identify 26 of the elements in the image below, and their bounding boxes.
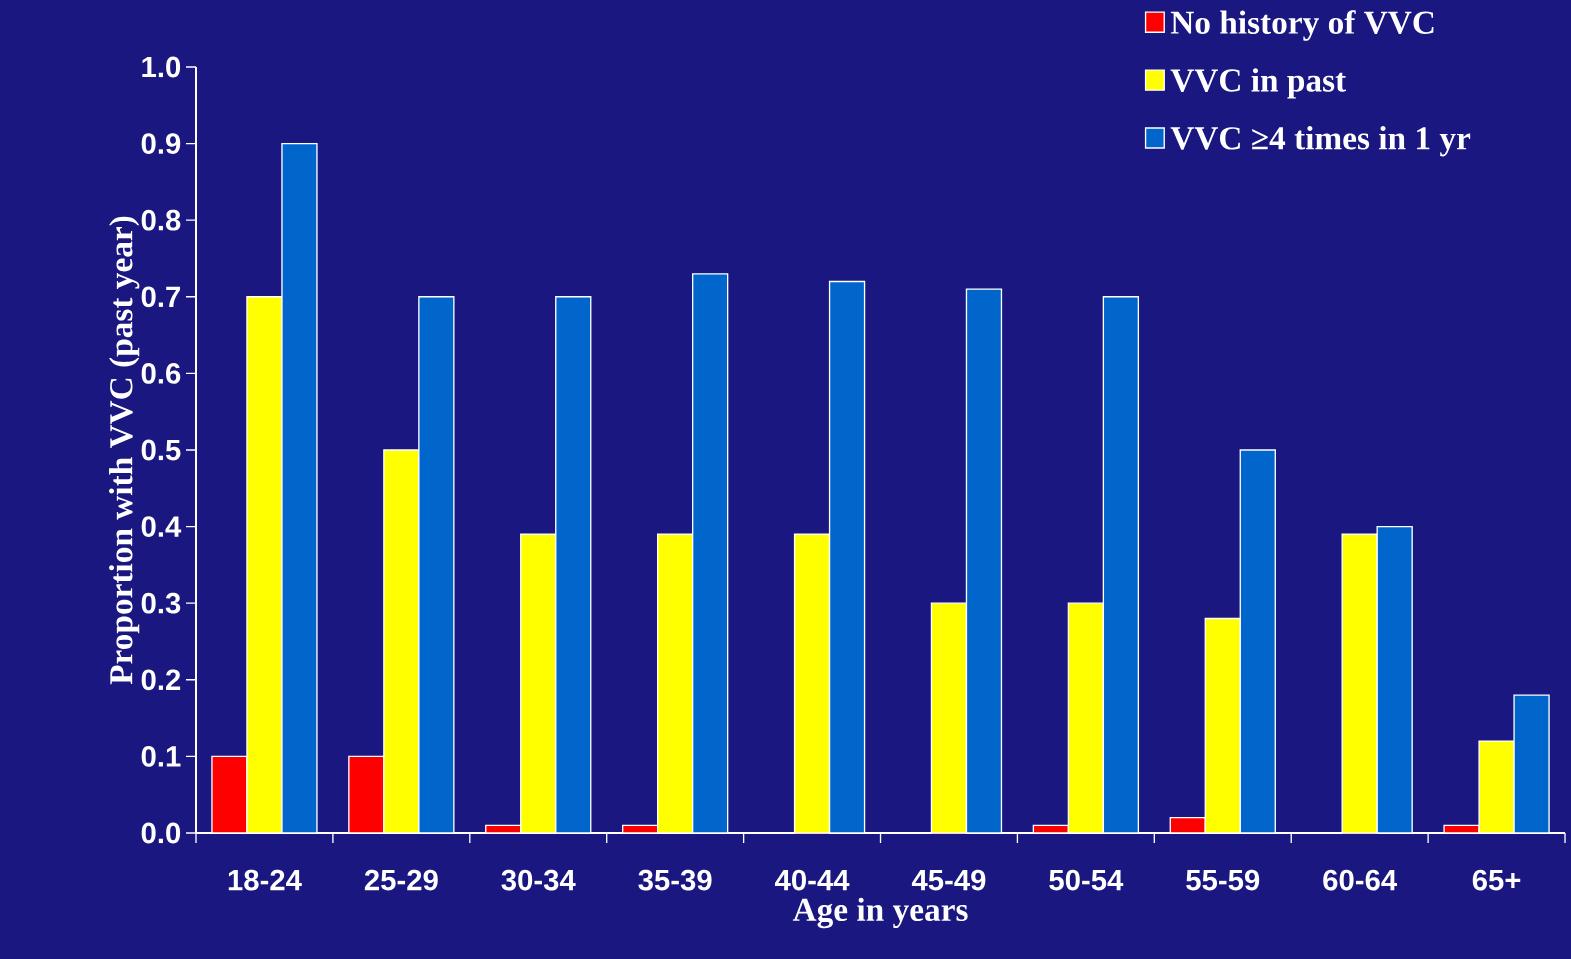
- x-tick-label: 65+: [1472, 869, 1521, 891]
- legend-label: No history of VVC: [1170, 10, 1434, 41]
- y-tick-label: 0.6: [141, 362, 181, 384]
- y-tick-label: 0.5: [141, 439, 181, 461]
- y-axis-title: Proportion with VVC (past year): [109, 216, 140, 685]
- y-tick-label: 0.0: [141, 822, 181, 844]
- y-tick-label: 0.2: [141, 669, 181, 691]
- y-tick-label: 0.3: [141, 592, 181, 614]
- x-tick-label: 18-24: [228, 869, 302, 891]
- y-tick-label: 0.4: [141, 516, 182, 537]
- x-tick-label: 25-29: [364, 869, 438, 891]
- x-tick-label: 35-39: [638, 869, 712, 891]
- x-tick-label: 50-54: [1049, 869, 1124, 891]
- x-tick-label: 55-59: [1186, 869, 1260, 891]
- x-tick-label: 60-64: [1323, 869, 1398, 891]
- x-tick-label: 40-44: [774, 869, 850, 891]
- y-tick-label: 0.9: [141, 133, 181, 154]
- x-tick-label: 30-34: [501, 869, 576, 891]
- y-tick-label: 1.0: [142, 56, 181, 78]
- legend-label: VVC ≥4 times in 1 yr: [1170, 126, 1471, 157]
- x-tick-label: 45-49: [911, 869, 986, 891]
- y-tick-label: 0.1: [141, 745, 181, 767]
- y-tick-label: 0.8: [141, 209, 181, 231]
- legend-label: VVC in past: [1170, 68, 1347, 99]
- y-tick-label: 0.7: [141, 286, 181, 308]
- x-axis-title: Age in years: [792, 897, 968, 929]
